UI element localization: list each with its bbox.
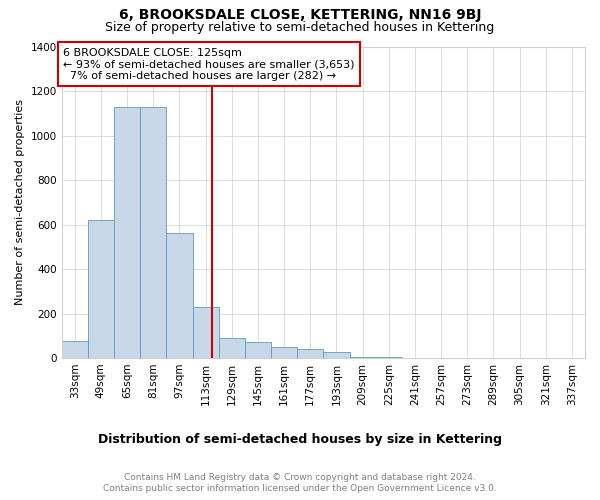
Text: 6 BROOKSDALE CLOSE: 125sqm
← 93% of semi-detached houses are smaller (3,653)
  7: 6 BROOKSDALE CLOSE: 125sqm ← 93% of semi… [64,48,355,81]
Bar [62,342,88,358]
Text: Size of property relative to semi-detached houses in Kettering: Size of property relative to semi-detach… [106,21,494,34]
Bar [245,342,271,358]
Bar [140,106,166,358]
Bar [88,220,114,358]
Y-axis label: Number of semi-detached properties: Number of semi-detached properties [15,100,25,306]
Text: Contains HM Land Registry data © Crown copyright and database right 2024.: Contains HM Land Registry data © Crown c… [124,472,476,482]
Bar [218,338,245,358]
Text: 6, BROOKSDALE CLOSE, KETTERING, NN16 9BJ: 6, BROOKSDALE CLOSE, KETTERING, NN16 9BJ [119,8,481,22]
Bar [350,357,376,358]
Text: Distribution of semi-detached houses by size in Kettering: Distribution of semi-detached houses by … [98,432,502,446]
Bar [297,349,323,358]
Bar [166,234,193,358]
Bar [323,352,350,358]
Bar [114,106,140,358]
Bar [193,307,218,358]
Bar [271,347,297,358]
Text: Contains public sector information licensed under the Open Government Licence v3: Contains public sector information licen… [103,484,497,493]
Bar [376,357,402,358]
